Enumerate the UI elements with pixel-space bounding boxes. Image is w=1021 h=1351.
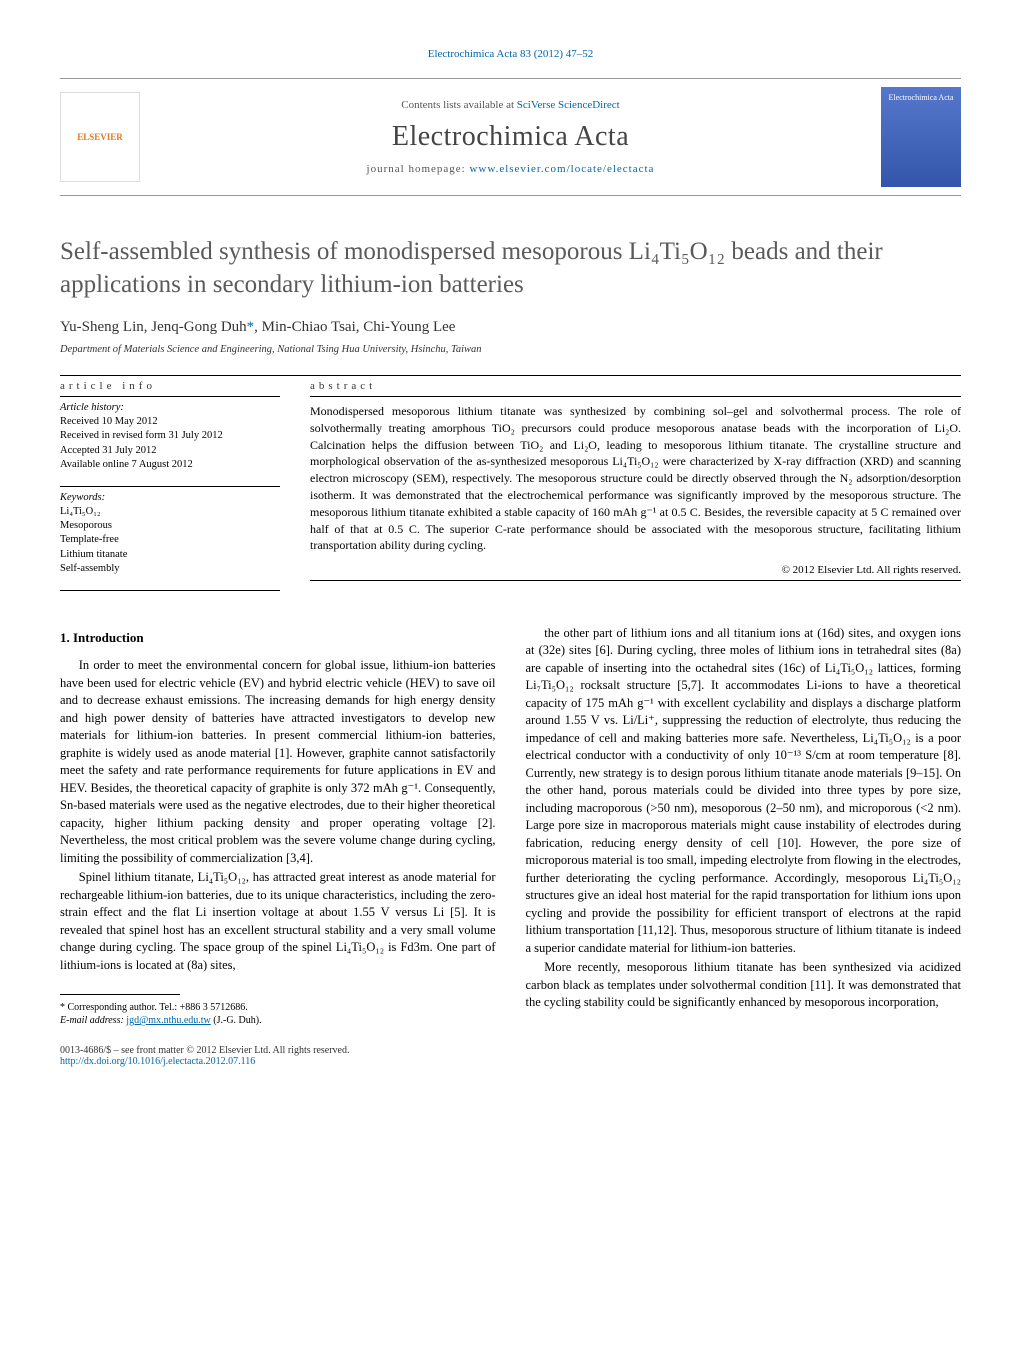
issn-line: 0013-4686/$ – see front matter © 2012 El…: [60, 1045, 349, 1056]
contents-available-line: Contents lists available at SciVerse Sci…: [140, 99, 881, 111]
abstract-text: Monodispersed mesoporous lithium titanat…: [310, 403, 961, 554]
journal-name: Electrochimica Acta: [140, 121, 881, 153]
accepted-date: Accepted 31 July 2012: [60, 444, 280, 458]
corr-author-tel: * Corresponding author. Tel.: +886 3 571…: [60, 1001, 496, 1014]
body-paragraph: Spinel lithium titanate, Li₄Ti₅O₁₂, has …: [60, 869, 496, 974]
history-label: Article history:: [60, 401, 280, 415]
divider: [60, 590, 280, 591]
received-date: Received 10 May 2012: [60, 415, 280, 429]
journal-reference: Electrochimica Acta 83 (2012) 47–52: [60, 48, 961, 60]
body-paragraph: More recently, mesoporous lithium titana…: [526, 959, 962, 1012]
journal-homepage-link[interactable]: www.elsevier.com/locate/electacta: [469, 163, 654, 175]
keywords-label: Keywords:: [60, 491, 280, 505]
body-paragraph: In order to meet the environmental conce…: [60, 657, 496, 867]
divider: [60, 375, 961, 376]
divider: [60, 396, 280, 397]
divider: [310, 580, 961, 581]
keyword-item: Self-assembly: [60, 562, 280, 576]
keyword-item: Mesoporous: [60, 519, 280, 533]
received-revised-date: Received in revised form 31 July 2012: [60, 429, 280, 443]
article-title: Self-assembled synthesis of monodisperse…: [60, 236, 961, 301]
authors-line: Yu-Sheng Lin, Jenq-Gong Duh*, Min-Chiao …: [60, 319, 961, 336]
footnote-rule: [60, 994, 180, 995]
journal-header-box: ELSEVIER Contents lists available at Sci…: [60, 78, 961, 196]
publisher-logo: ELSEVIER: [60, 92, 140, 182]
email-suffix: (J.-G. Duh).: [211, 1015, 262, 1026]
article-body: 1. Introduction In order to meet the env…: [60, 625, 961, 1027]
sciencedirect-link[interactable]: SciVerse ScienceDirect: [517, 99, 620, 111]
corresponding-author-footnote: * Corresponding author. Tel.: +886 3 571…: [60, 1001, 496, 1027]
affiliation: Department of Materials Science and Engi…: [60, 344, 961, 355]
keyword-item: Template-free: [60, 533, 280, 547]
authors-part1: Yu-Sheng Lin, Jenq-Gong Duh: [60, 319, 247, 335]
abstract-heading: abstract: [310, 380, 961, 392]
article-info-heading: article info: [60, 380, 280, 392]
article-history-block: Article history: Received 10 May 2012 Re…: [60, 401, 280, 472]
abstract-copyright: © 2012 Elsevier Ltd. All rights reserved…: [310, 564, 961, 576]
keyword-item: Lithium titanate: [60, 548, 280, 562]
corr-author-email-link[interactable]: jgd@mx.nthu.edu.tw: [126, 1015, 210, 1026]
doi-link[interactable]: http://dx.doi.org/10.1016/j.electacta.20…: [60, 1056, 255, 1067]
journal-homepage-line: journal homepage: www.elsevier.com/locat…: [140, 163, 881, 175]
authors-part2: , Min-Chiao Tsai, Chi-Young Lee: [254, 319, 455, 335]
divider: [310, 396, 961, 397]
journal-cover-thumbnail: Electrochimica Acta: [881, 87, 961, 187]
available-online-date: Available online 7 August 2012: [60, 458, 280, 472]
page-footer: 0013-4686/$ – see front matter © 2012 El…: [60, 1045, 961, 1067]
section-heading-introduction: 1. Introduction: [60, 629, 496, 647]
keyword-item: Li₄Ti₅O₁₂: [60, 505, 280, 519]
keywords-block: Keywords: Li₄Ti₅O₁₂ Mesoporous Template-…: [60, 491, 280, 576]
contents-prefix: Contents lists available at: [401, 99, 516, 111]
homepage-prefix: journal homepage:: [367, 163, 470, 175]
divider: [60, 486, 280, 487]
email-label: E-mail address:: [60, 1015, 126, 1026]
body-paragraph: the other part of lithium ions and all t…: [526, 625, 962, 958]
